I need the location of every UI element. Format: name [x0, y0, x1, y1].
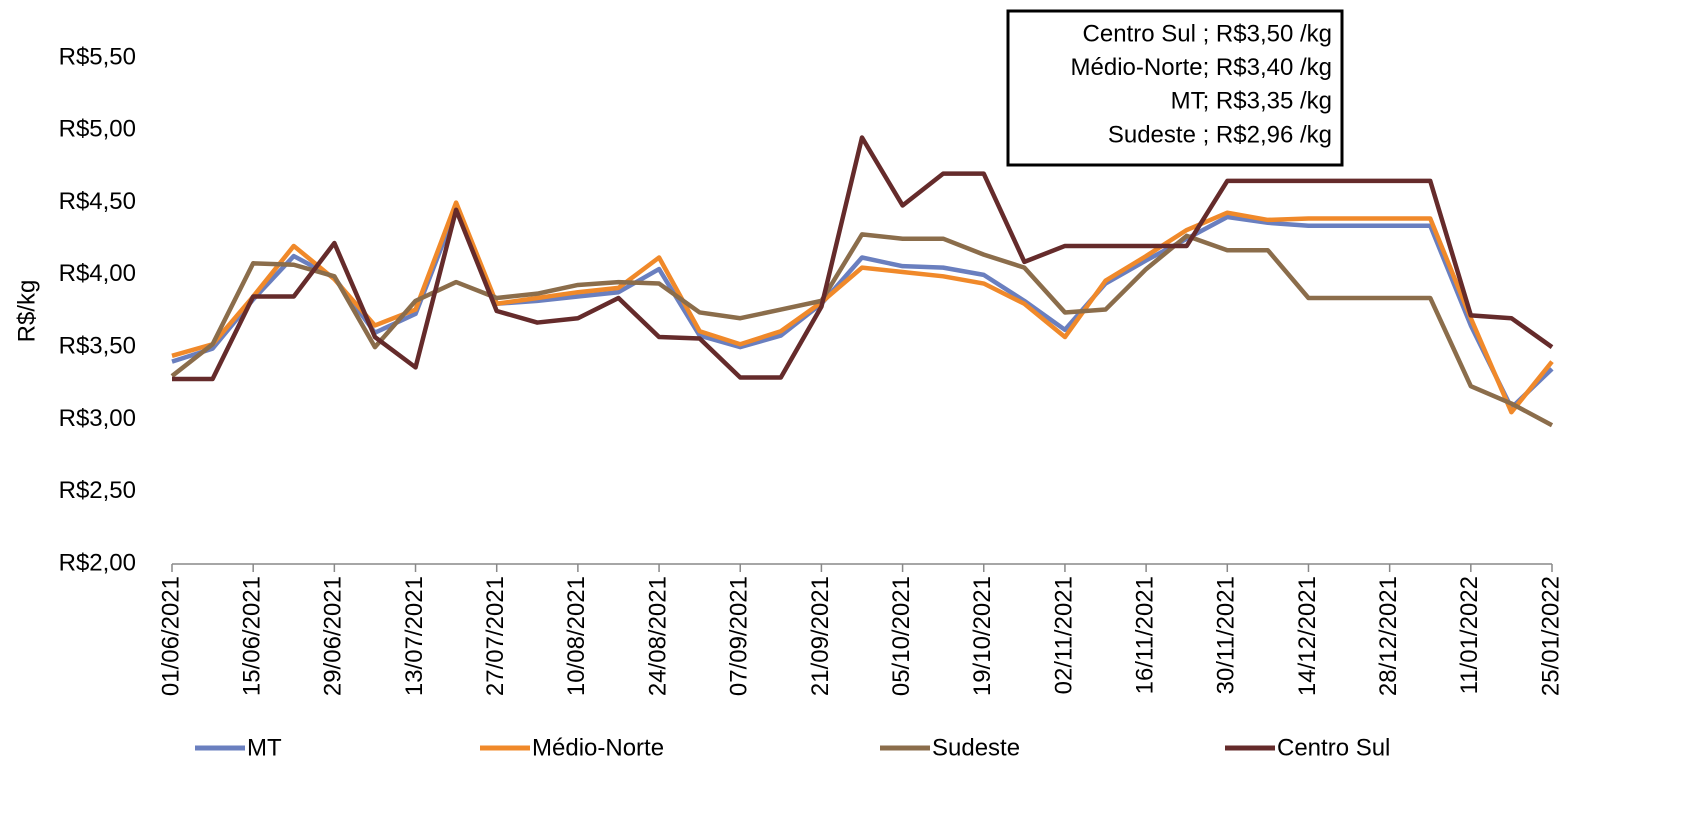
x-tick-label: 14/12/2021: [1294, 576, 1321, 696]
y-tick-label: R$2,50: [59, 477, 136, 504]
x-tick-label: 25/01/2022: [1537, 576, 1564, 696]
annotation: Sudeste ; R$2,96 /kg: [1108, 121, 1332, 148]
annotation: Médio-Norte; R$3,40 /kg: [1071, 54, 1332, 81]
line-series: [172, 135, 1554, 382]
x-tick-label: 01/06/2021: [157, 576, 184, 696]
x-tick-label: 29/06/2021: [320, 576, 347, 696]
x-tick-label: 21/09/2021: [807, 576, 834, 696]
x-tick-label: 15/06/2021: [239, 576, 266, 696]
x-tick-label: 10/08/2021: [563, 576, 590, 696]
legend-label: Sudeste: [932, 734, 1020, 761]
x-tick-label: 30/11/2021: [1213, 576, 1240, 694]
x-tick-label: 05/10/2021: [888, 576, 915, 696]
annotation: Centro Sul ; R$3,50 /kg: [1083, 20, 1332, 47]
legend-label: Centro Sul: [1277, 734, 1390, 761]
x-tick-label: 27/07/2021: [482, 576, 509, 696]
y-tick-label: R$5,50: [59, 43, 136, 70]
x-tick-label: 19/10/2021: [969, 576, 996, 696]
x-tick-label: 28/12/2021: [1375, 576, 1402, 696]
y-tick-label: R$5,00: [59, 116, 136, 143]
x-tick-label: 24/08/2021: [644, 576, 671, 696]
x-tick-label: 02/11/2021: [1050, 576, 1077, 694]
x-tick-label: 11/01/2022: [1456, 576, 1483, 694]
x-tick-label: 16/11/2021: [1131, 576, 1158, 694]
line-series: [170, 232, 1554, 428]
annotation: MT; R$3,35 /kg: [1171, 88, 1332, 115]
y-tick-label: R$3,50: [59, 332, 136, 359]
y-tick-label: R$4,50: [59, 188, 136, 215]
legend-label: MT: [247, 734, 282, 761]
y-axis-label: R$/kg: [13, 280, 40, 343]
line-series: [171, 207, 1554, 411]
y-tick-label: R$3,00: [59, 405, 136, 432]
annotation-box: [1006, 9, 1344, 167]
y-tick-label: R$2,00: [59, 549, 136, 576]
y-tick-label: R$4,00: [59, 260, 136, 287]
legend-label: Médio-Norte: [532, 734, 664, 761]
x-tick-label: 07/09/2021: [726, 576, 753, 696]
x-tick-label: 13/07/2021: [401, 576, 428, 696]
